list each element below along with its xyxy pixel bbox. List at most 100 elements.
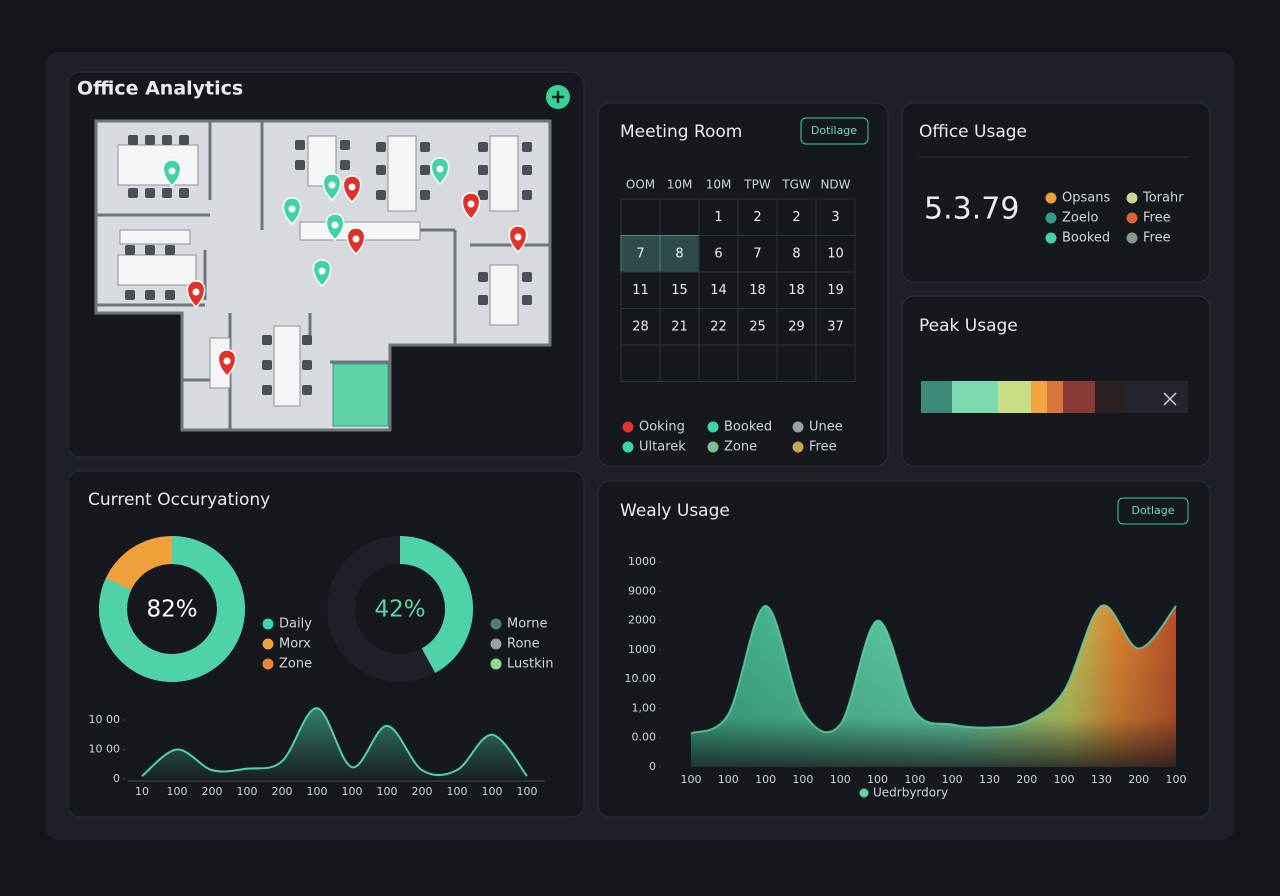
legend-dot bbox=[707, 421, 719, 433]
chair bbox=[302, 335, 312, 345]
calendar-day: 15 bbox=[671, 283, 688, 298]
calendar-day: 29 bbox=[788, 319, 805, 334]
x-tick-label: 100 bbox=[237, 785, 258, 798]
x-tick-label: 100 bbox=[482, 785, 503, 798]
chair bbox=[420, 165, 430, 175]
legend-dot bbox=[1126, 212, 1138, 224]
legend-label: Free bbox=[809, 440, 837, 455]
chair bbox=[162, 188, 172, 198]
line bbox=[141, 707, 528, 777]
donut-arc bbox=[99, 536, 245, 682]
chair bbox=[302, 385, 312, 395]
legend-dot bbox=[792, 421, 804, 433]
y-tick-label: 0 bbox=[649, 760, 656, 773]
map-pin-dot bbox=[352, 235, 360, 243]
heat-segment bbox=[1063, 381, 1095, 413]
chair bbox=[478, 272, 488, 282]
legend-label: Free bbox=[1143, 211, 1171, 226]
y-tick-label: 10 00 bbox=[89, 713, 121, 726]
x-tick-label: 200 bbox=[202, 785, 223, 798]
chair bbox=[128, 188, 138, 198]
map-pin-dot bbox=[436, 165, 444, 173]
x-tick-label: 200 bbox=[1128, 773, 1149, 786]
calendar-cell bbox=[659, 235, 700, 273]
chair bbox=[179, 135, 189, 145]
calendar-day: 11 bbox=[632, 283, 649, 298]
donut-label: 82% bbox=[146, 597, 197, 623]
button-label[interactable]: Dotilage bbox=[811, 124, 857, 137]
floor-plan bbox=[94, 119, 552, 432]
map-pin-dot bbox=[348, 183, 356, 191]
calendar-day: 18 bbox=[749, 283, 766, 298]
legend-dot bbox=[262, 638, 274, 650]
heat-segment bbox=[1126, 381, 1188, 413]
chair bbox=[522, 295, 532, 305]
button[interactable]: Dotilage bbox=[800, 117, 869, 145]
chair bbox=[295, 140, 305, 150]
chair bbox=[478, 295, 488, 305]
legend-dot bbox=[622, 421, 634, 433]
y-tick-label: 10 00 bbox=[89, 743, 121, 756]
donut-arc bbox=[399, 536, 473, 673]
calendar-day: 19 bbox=[827, 283, 844, 298]
donut-label: 42% bbox=[374, 597, 425, 623]
heat-bar bbox=[921, 381, 1188, 413]
area-fade bbox=[691, 605, 1176, 767]
calendar-day: 21 bbox=[671, 319, 688, 334]
button-frame[interactable] bbox=[1117, 497, 1189, 525]
x-tick-label: 100 bbox=[867, 773, 888, 786]
x-tick-label: 130 bbox=[1091, 773, 1112, 786]
chair bbox=[295, 160, 305, 170]
map-pin-dot bbox=[168, 167, 176, 175]
close-icon[interactable] bbox=[1163, 392, 1177, 406]
panel-title: Peak Usage bbox=[919, 316, 1018, 336]
chair bbox=[262, 385, 272, 395]
legend-dot bbox=[1045, 212, 1057, 224]
weekday-label: 10M bbox=[667, 178, 693, 192]
legend-label: Morne bbox=[507, 617, 548, 632]
area bbox=[142, 708, 527, 779]
panel-title: Office Usage bbox=[919, 122, 1027, 142]
button-frame[interactable] bbox=[800, 117, 869, 145]
chair bbox=[376, 142, 386, 152]
x-tick-label: 100 bbox=[342, 785, 363, 798]
x-tick-label: 100 bbox=[681, 773, 702, 786]
weekday-label: TGW bbox=[781, 178, 811, 192]
x-tick-label: 100 bbox=[942, 773, 963, 786]
button-label[interactable]: Dotlage bbox=[1131, 504, 1174, 517]
map-pin-dot bbox=[318, 267, 326, 275]
legend-dot bbox=[792, 441, 804, 453]
chair bbox=[125, 245, 135, 255]
calendar-day: 18 bbox=[788, 283, 805, 298]
legend-label: Booked bbox=[1062, 231, 1110, 246]
chair bbox=[125, 290, 135, 300]
legend-dot bbox=[622, 441, 634, 453]
x-tick-label: 100 bbox=[904, 773, 925, 786]
legend-label: Ooking bbox=[639, 420, 685, 435]
kpi-value: 5.3.79 bbox=[924, 192, 1019, 227]
x-tick-label: 100 bbox=[167, 785, 188, 798]
chair bbox=[262, 360, 272, 370]
weekday-label: 10M bbox=[706, 178, 732, 192]
calendar-day: 2 bbox=[792, 210, 800, 225]
legend-label: Zoelo bbox=[1062, 211, 1098, 226]
chair bbox=[262, 335, 272, 345]
button[interactable]: Dotlage bbox=[1117, 497, 1189, 525]
y-tick-label: 1,00 bbox=[632, 701, 657, 714]
legend-label: Booked bbox=[724, 420, 772, 435]
legend-dot bbox=[1045, 192, 1057, 204]
y-tick-label: 10.00 bbox=[625, 672, 657, 685]
x-tick-label: 100 bbox=[377, 785, 398, 798]
x-tick-label: 200 bbox=[1016, 773, 1037, 786]
y-tick-label: 1000 bbox=[628, 555, 656, 568]
chair bbox=[522, 272, 532, 282]
x-tick-label: 100 bbox=[447, 785, 468, 798]
panel-title: Current Occuryationy bbox=[88, 490, 270, 510]
y-tick-label: 1000 bbox=[628, 643, 656, 656]
add-icon[interactable] bbox=[552, 91, 564, 103]
add-button[interactable] bbox=[546, 85, 570, 109]
legend-label: Rone bbox=[507, 637, 540, 652]
desk bbox=[117, 254, 197, 286]
